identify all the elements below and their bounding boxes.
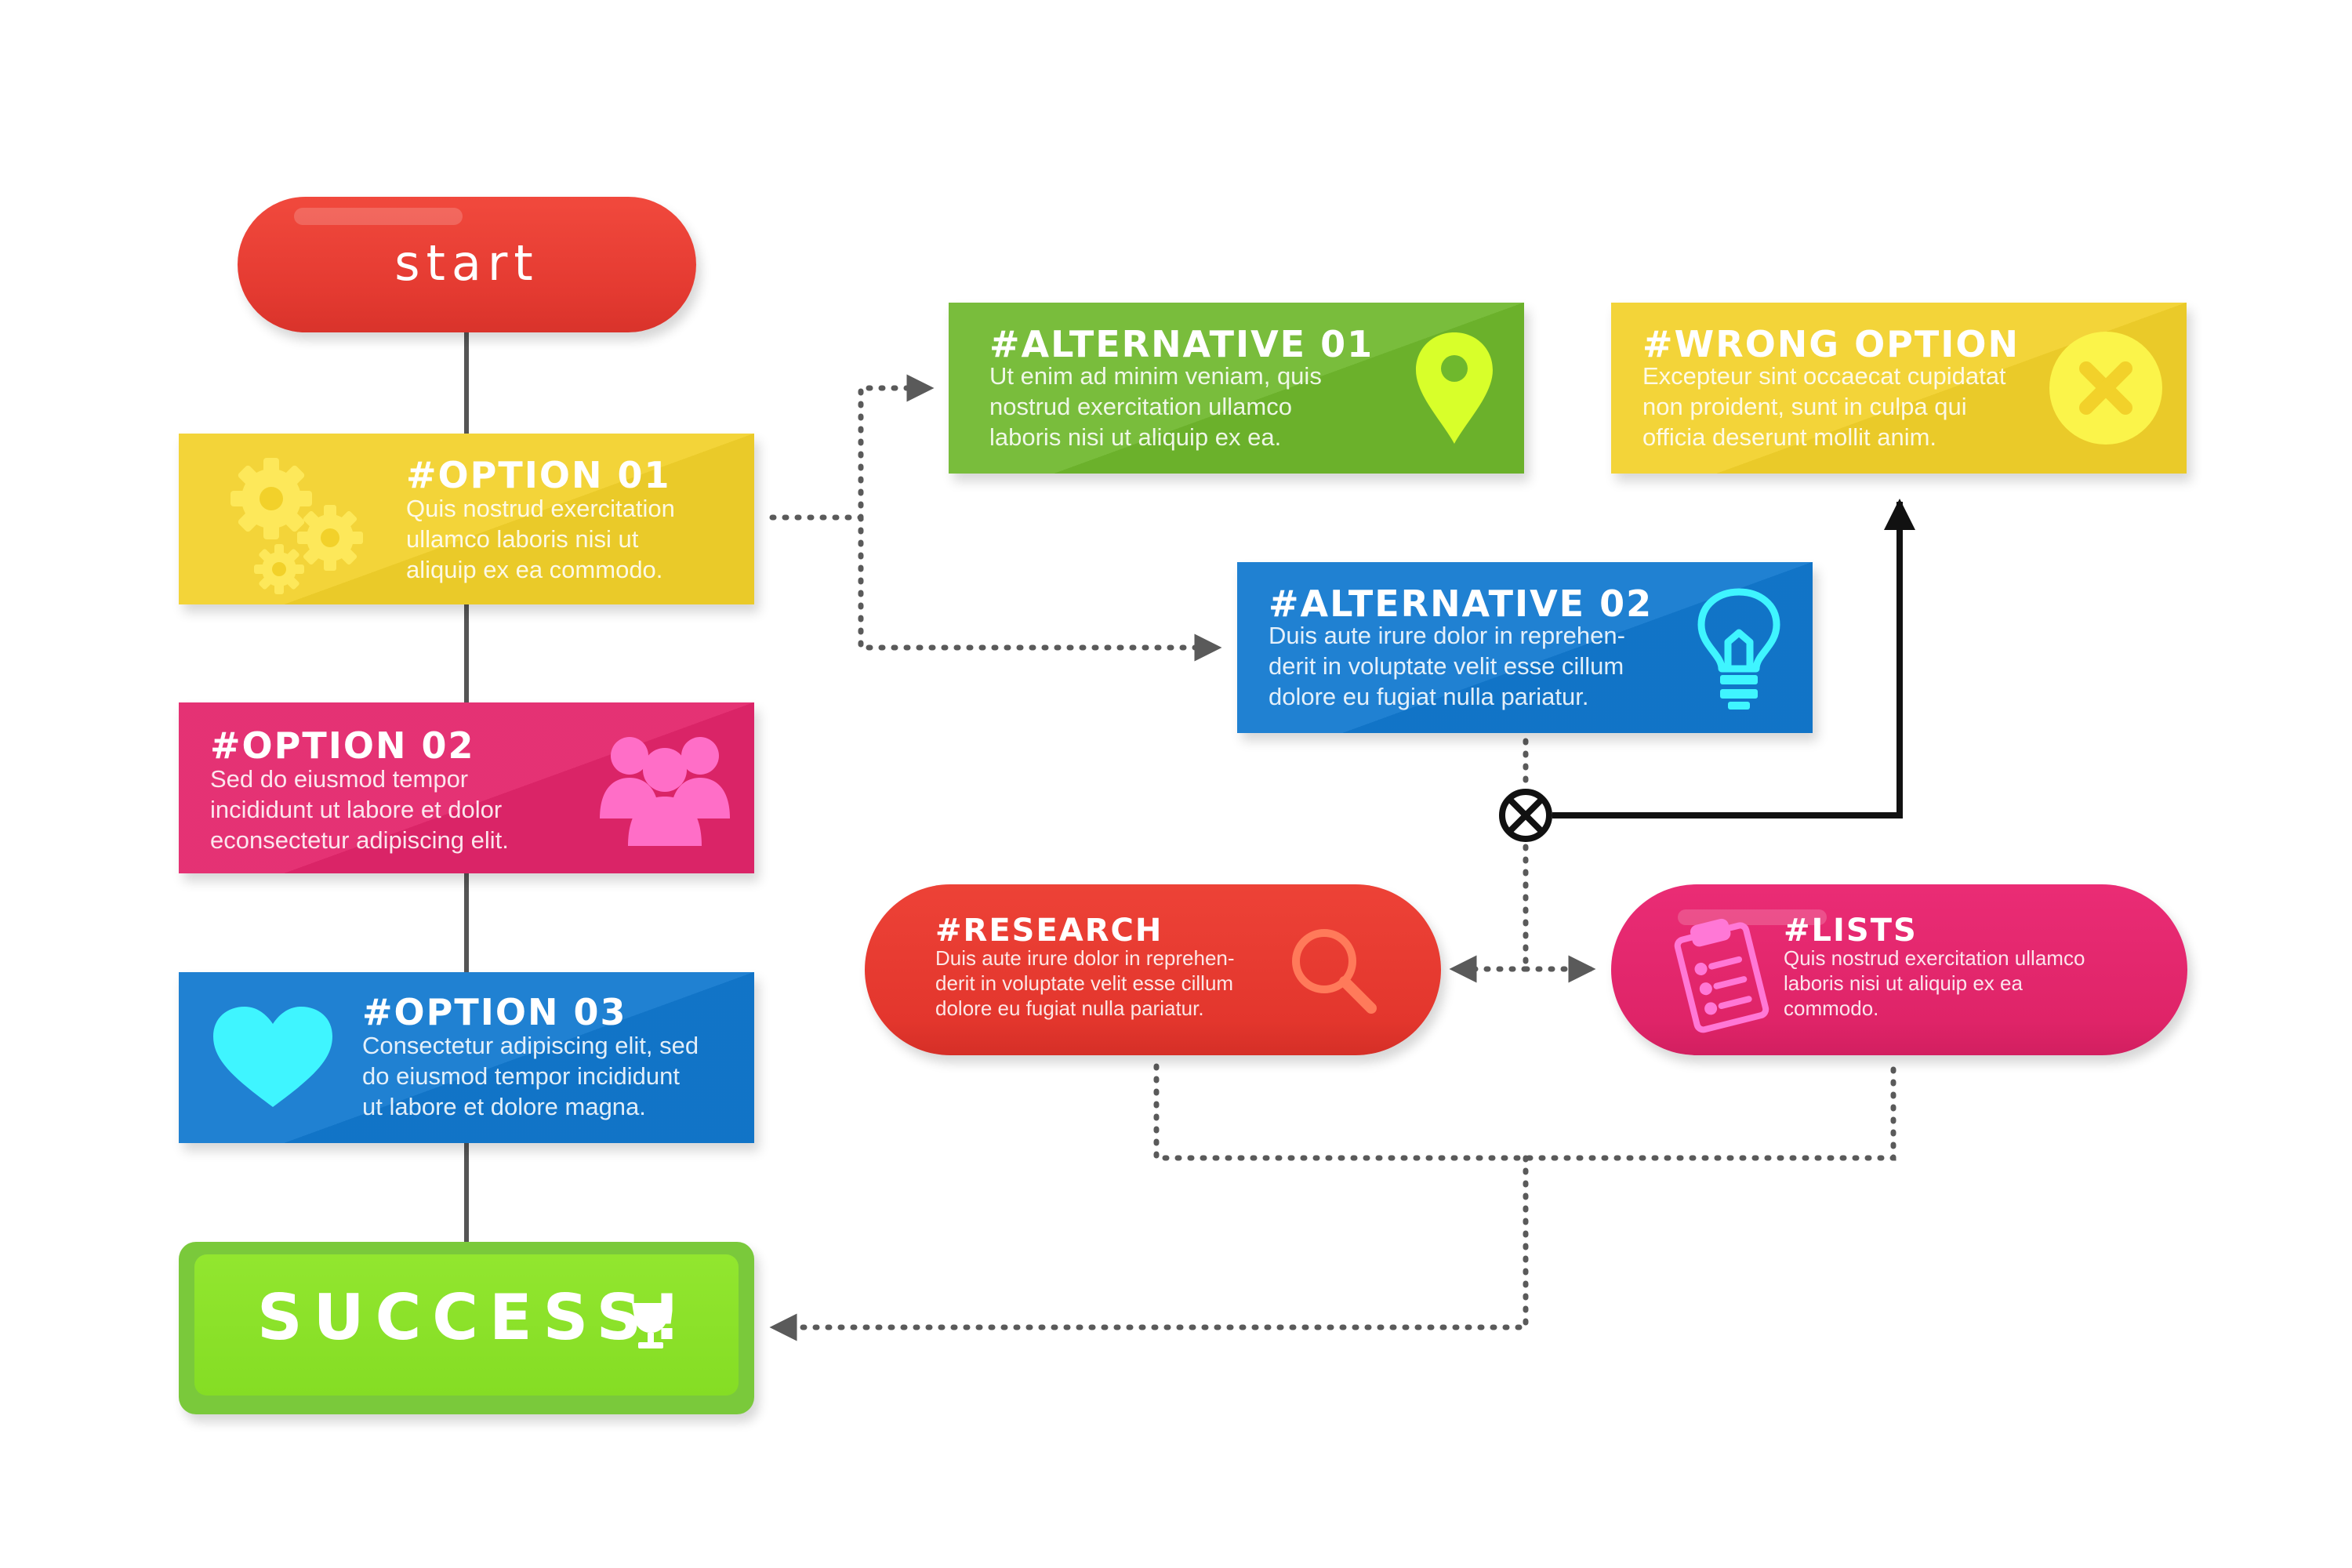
x-circle-icon: [2049, 332, 2162, 445]
gears-icon: [230, 458, 363, 594]
research-title: #RESEARCH: [935, 913, 1163, 949]
wrong-option-title: #WRONG OPTION: [1642, 323, 2020, 365]
option02-title: #OPTION 02: [210, 724, 475, 767]
alternative02-body: Duis aute irure dolor in reprehen- derit…: [1269, 622, 1625, 710]
option03-title: #OPTION 03: [362, 991, 627, 1033]
lists-card: #LISTS Quis nostrud exercitation ullamco…: [1611, 884, 2187, 1055]
start-label: start: [394, 234, 539, 292]
success-label: SUCCESS!: [257, 1281, 692, 1354]
connector-research-lists-merge: [1153, 1063, 1896, 1161]
option01-title: #OPTION 01: [406, 454, 671, 496]
lists-title: #LISTS: [1784, 913, 1918, 949]
alternative01-card: #ALTERNATIVE 01 Ut enim ad minim veniam,…: [949, 303, 1524, 474]
option03-body: Consectetur adipiscing elit, sed do eius…: [362, 1032, 699, 1120]
connector-option01-to-alternative01: [769, 374, 935, 521]
start-node: start: [238, 197, 696, 332]
clipboard-checklist-icon: [1674, 918, 1769, 1033]
wrong-option-card: #WRONG OPTION Excepteur sint occaecat cu…: [1611, 303, 2187, 474]
alternative01-title: #ALTERNATIVE 01: [989, 323, 1374, 365]
research-body: Duis aute irure dolor in reprehen- derit…: [935, 946, 1235, 1020]
option01-body: Quis nostrud exercitation ullamco labori…: [406, 495, 675, 583]
option02-body: Sed do eiusmod tempor incididunt ut labo…: [210, 765, 509, 854]
alternative01-body: Ut enim ad minim veniam, quis nostrud ex…: [989, 362, 1322, 451]
location-pin-icon: [1416, 332, 1493, 444]
option03-card: #OPTION 03 Consectetur adipiscing elit, …: [179, 972, 754, 1143]
option01-card: #OPTION 01 Quis nostrud exercitation ull…: [179, 434, 754, 604]
lightbulb-icon: [1697, 588, 1780, 710]
connector-merge-to-success: [769, 1155, 1529, 1341]
alternative02-title: #ALTERNATIVE 02: [1269, 583, 1653, 625]
trophy-icon: [632, 1303, 670, 1348]
lists-body: Quis nostrud exercitation ullamco labori…: [1784, 946, 2085, 1020]
option02-card: #OPTION 02 Sed do eiusmod tempor incidid…: [179, 702, 754, 873]
alternative02-card: #ALTERNATIVE 02 Duis aute irure dolor in…: [1237, 562, 1813, 733]
wrong-option-body: Excepteur sint occaecat cupidatat non pr…: [1642, 362, 2006, 451]
people-group-icon: [600, 737, 730, 846]
decision-x-junction-icon: [1499, 789, 1552, 842]
research-card: #RESEARCH Duis aute irure dolor in repre…: [865, 884, 1441, 1055]
heart-icon: [213, 1007, 332, 1107]
connector-junction-to-wrong-option: [1552, 499, 1915, 818]
connector-option01-to-alternative02: [858, 514, 1222, 662]
success-node: SUCCESS!: [179, 1242, 754, 1414]
magnifier-icon: [1292, 929, 1377, 1014]
